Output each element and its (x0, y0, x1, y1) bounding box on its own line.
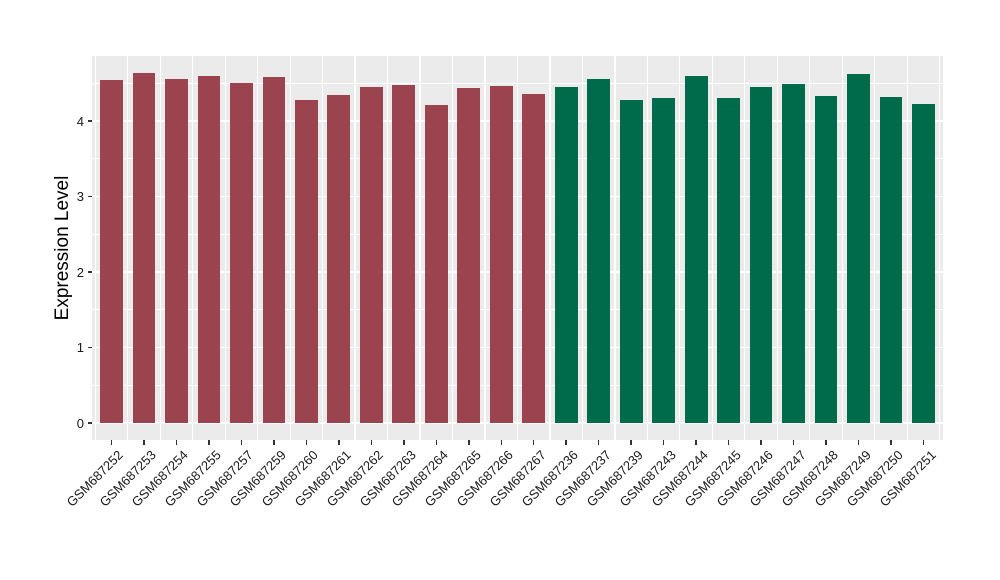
bar-GSM687251 (912, 103, 935, 423)
x-tick-mark (662, 440, 665, 445)
bar-GSM687245 (717, 97, 740, 423)
x-tick-mark (760, 440, 762, 445)
y-tick-label: 0 (76, 415, 84, 431)
x-tick-mark (143, 440, 145, 445)
vertical-gridline (614, 56, 616, 440)
bar-GSM687259 (262, 77, 286, 423)
y-tick-mark (87, 346, 92, 349)
x-tick-mark (532, 440, 535, 445)
x-tick-mark (435, 440, 438, 445)
bar-GSM687244 (684, 75, 708, 423)
vertical-gridline (419, 56, 421, 440)
vertical-gridline (451, 56, 454, 440)
x-tick-mark (370, 440, 373, 445)
x-tick-mark (500, 440, 502, 445)
y-tick-mark (87, 195, 92, 198)
bar-GSM687261 (327, 94, 351, 423)
y-tick-label: 1 (76, 340, 84, 355)
x-tick-mark (305, 440, 308, 445)
bar-GSM687262 (359, 87, 383, 423)
bar-GSM687254 (165, 78, 188, 423)
vertical-gridline (809, 56, 811, 440)
vertical-gridline (679, 56, 681, 440)
x-tick-mark (857, 440, 860, 445)
x-tick-mark (208, 440, 210, 445)
vertical-gridline (776, 56, 778, 440)
vertical-gridline (744, 56, 746, 440)
vertical-gridline (939, 56, 941, 440)
vertical-gridline (94, 56, 96, 440)
vertical-gridline (386, 56, 389, 440)
x-tick-mark (338, 440, 340, 445)
x-tick-mark (597, 440, 600, 445)
bar-GSM687255 (197, 75, 221, 423)
bar-GSM687236 (554, 87, 578, 423)
x-tick-mark (110, 440, 113, 445)
bar-GSM687247 (782, 84, 805, 423)
bar-GSM687267 (522, 93, 546, 423)
vertical-gridline (874, 56, 876, 440)
vertical-gridline (549, 56, 551, 440)
vertical-gridline (646, 56, 648, 440)
bar-GSM687248 (814, 96, 838, 423)
vertical-gridline (906, 56, 908, 440)
bar-GSM687264 (424, 105, 448, 423)
y-tick-label: 3 (76, 189, 84, 204)
bar-GSM687239 (619, 99, 643, 423)
vertical-gridline (192, 56, 194, 440)
x-tick-mark (468, 440, 470, 445)
x-tick-mark (695, 440, 697, 445)
vertical-gridline (484, 56, 486, 440)
vertical-gridline (516, 56, 519, 440)
x-tick-mark (403, 440, 405, 445)
bar-GSM687253 (132, 73, 156, 423)
vertical-gridline (354, 56, 356, 440)
vertical-gridline (711, 56, 713, 440)
x-tick-mark (890, 440, 892, 445)
y-tick-mark (87, 422, 92, 424)
x-tick-mark (825, 440, 827, 445)
vertical-gridline (224, 56, 226, 440)
x-tick-mark (792, 440, 795, 445)
y-tick-label: 2 (76, 264, 84, 280)
bar-GSM687249 (847, 74, 870, 423)
vertical-gridline (581, 56, 584, 440)
bar-GSM687252 (100, 80, 123, 423)
vertical-gridline (841, 56, 843, 440)
bar-GSM687257 (230, 82, 253, 423)
x-tick-mark (565, 440, 567, 445)
bar-GSM687260 (295, 99, 318, 423)
x-tick-mark (175, 440, 178, 445)
vertical-gridline (322, 56, 324, 440)
vertical-gridline (159, 56, 161, 440)
bar-GSM687237 (587, 78, 611, 423)
y-tick-label: 4 (76, 113, 84, 129)
x-tick-mark (922, 440, 925, 445)
x-tick-mark (630, 440, 632, 445)
bar-GSM687246 (749, 87, 773, 423)
x-tick-mark (727, 440, 730, 445)
x-tick-mark (273, 440, 275, 445)
y-tick-mark (87, 271, 92, 273)
bar-GSM687243 (652, 98, 676, 423)
vertical-gridline (127, 56, 129, 440)
bar-GSM687250 (879, 96, 903, 423)
y-tick-mark (87, 120, 92, 122)
vertical-gridline (289, 56, 291, 440)
x-tick-mark (240, 440, 243, 445)
vertical-gridline (257, 56, 259, 440)
bar-GSM687266 (489, 86, 513, 423)
bar-GSM687263 (392, 84, 416, 423)
plot-panel (92, 56, 943, 440)
bar-GSM687265 (457, 87, 481, 423)
